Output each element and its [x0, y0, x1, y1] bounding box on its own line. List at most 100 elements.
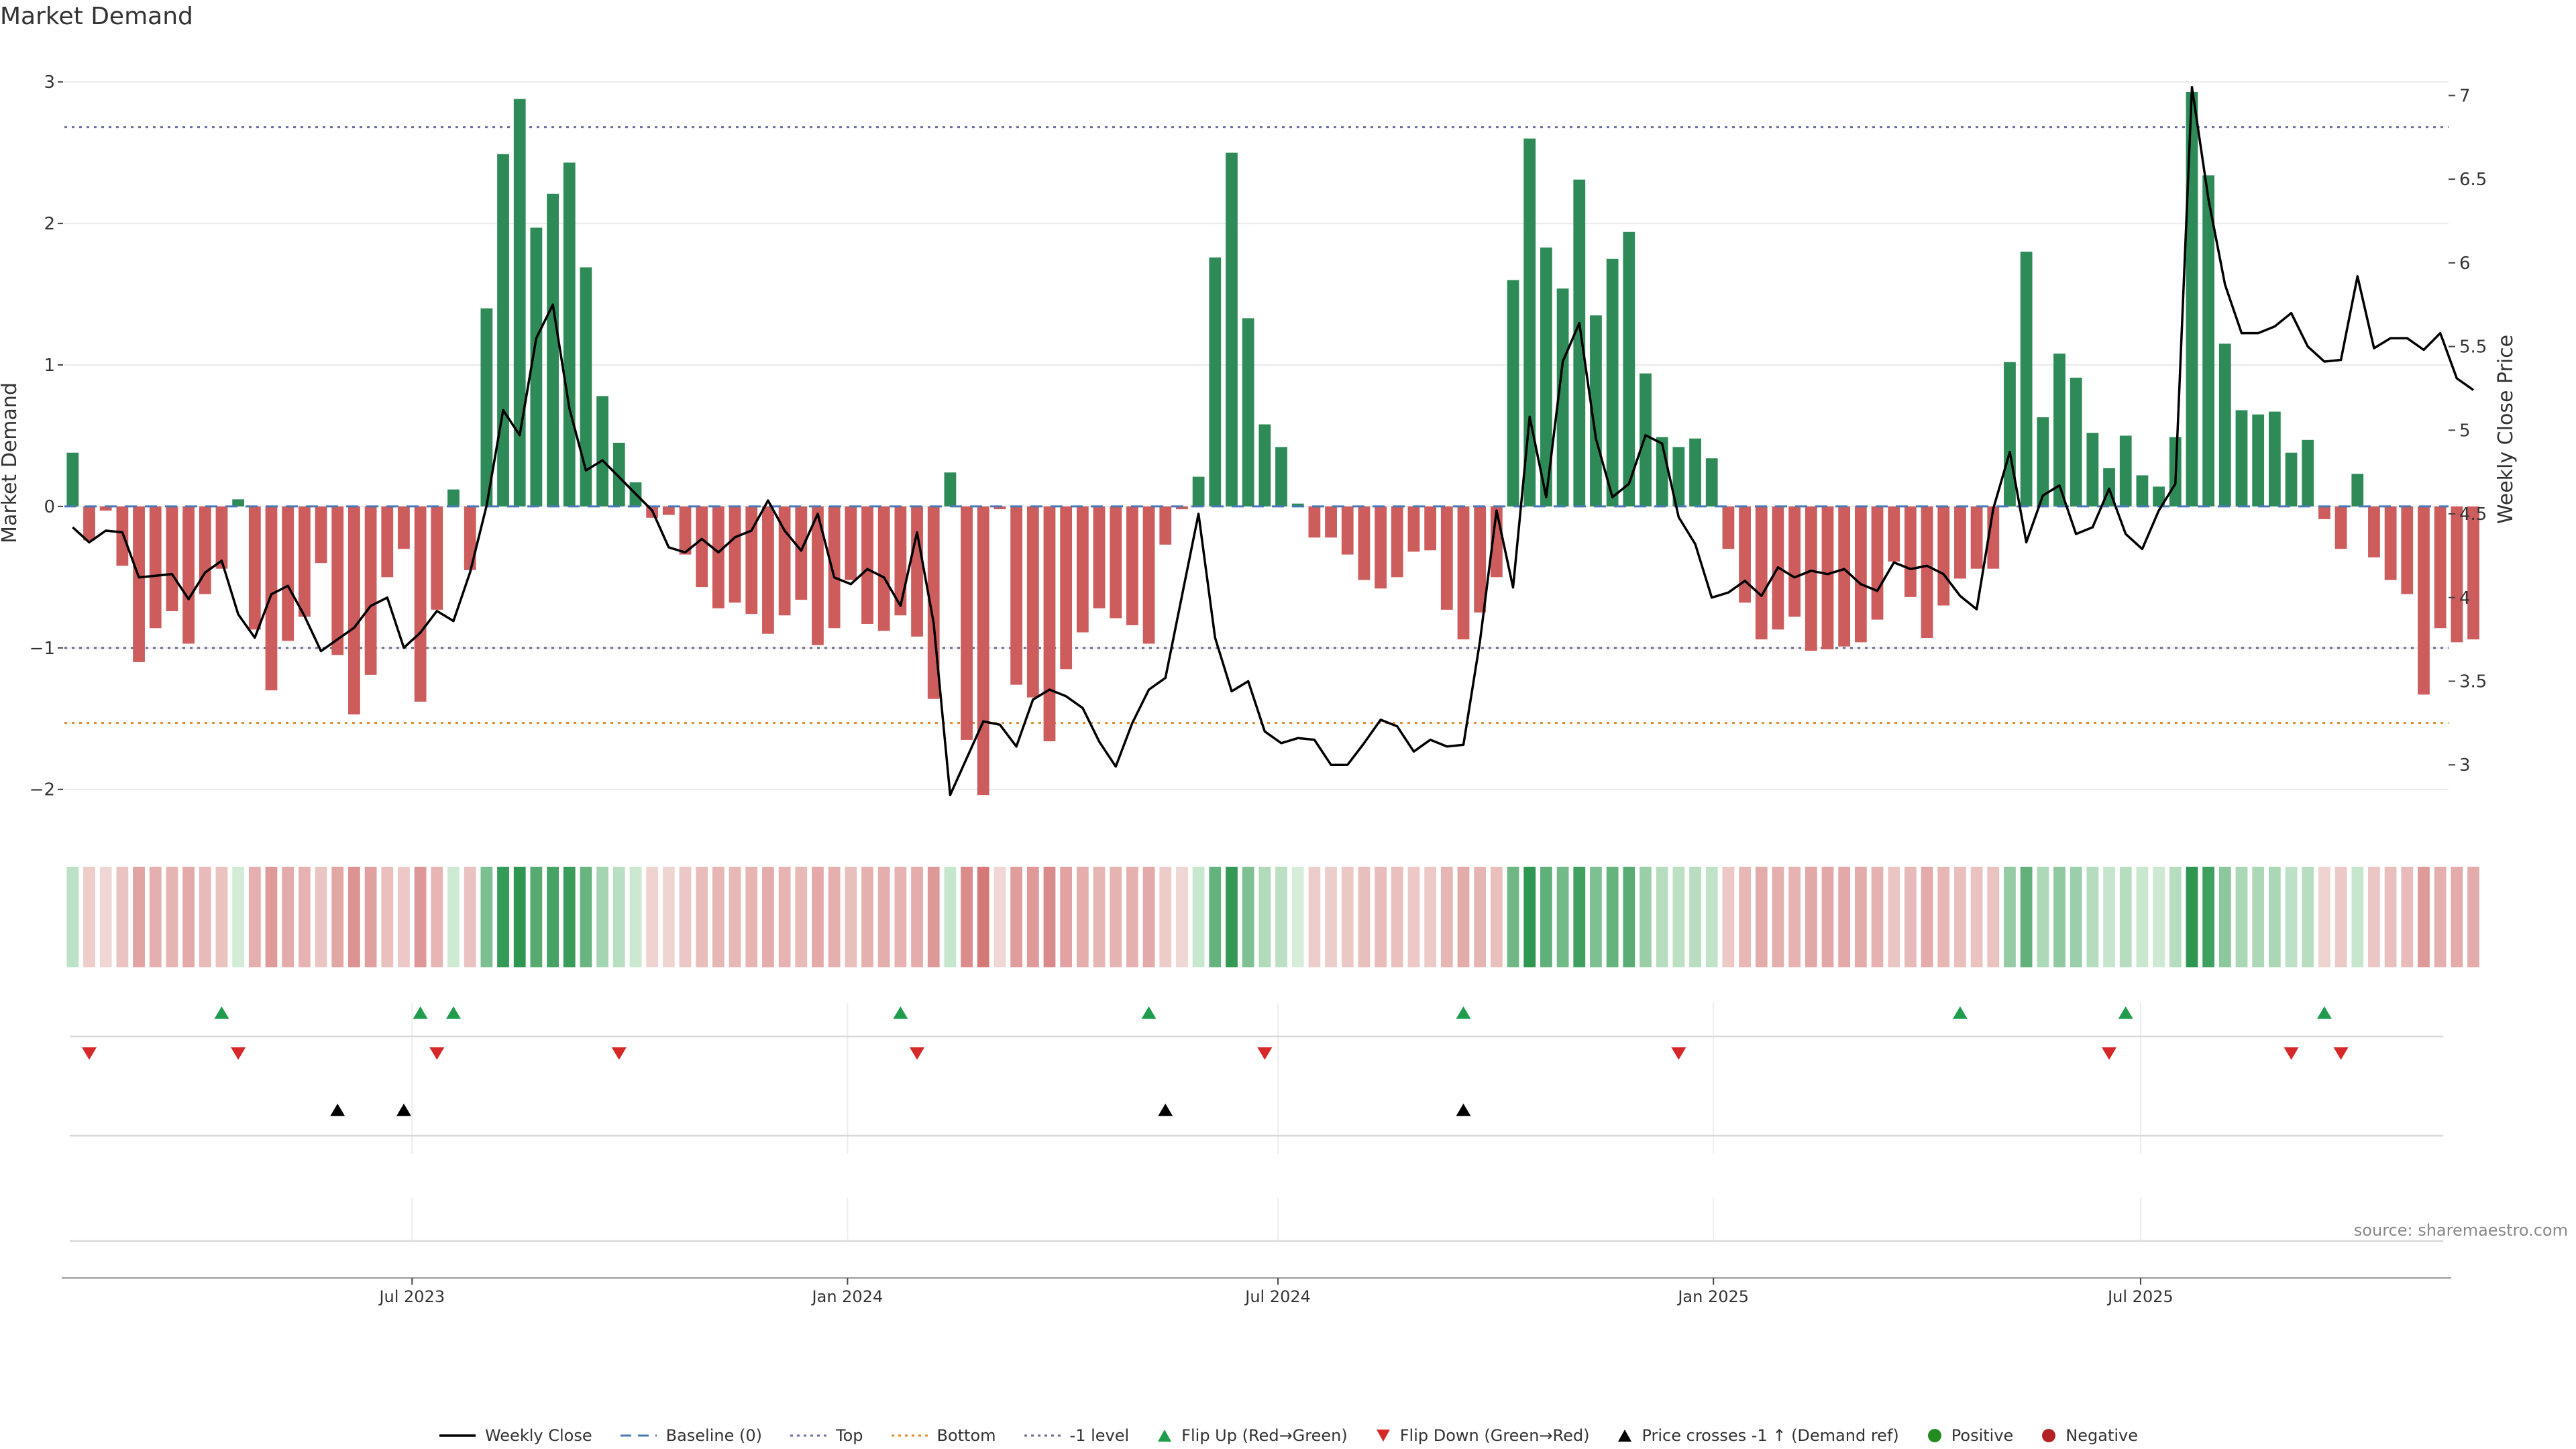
- strip-cell: [248, 867, 261, 967]
- demand-bar: [1705, 458, 1718, 506]
- strip-cell: [1904, 867, 1917, 967]
- demand-bar: [1672, 447, 1685, 506]
- strip-cell: [2384, 867, 2397, 967]
- strip-cell: [83, 867, 95, 967]
- demand-bar: [1937, 506, 1950, 606]
- demand-bar: [99, 506, 112, 511]
- strip-cell: [1623, 867, 1635, 967]
- strip-cell: [1937, 867, 1950, 967]
- strip-cell: [795, 867, 808, 967]
- strip-cell: [1308, 867, 1321, 967]
- demand-bar: [381, 506, 394, 578]
- strip-cell: [166, 867, 178, 967]
- legend-label: Positive: [1951, 1426, 2014, 1445]
- strip-cell: [265, 867, 278, 967]
- demand-bar: [1854, 506, 1867, 643]
- strip-cell: [1871, 867, 1884, 967]
- demand-bar: [2004, 362, 2016, 506]
- strip-cell: [1772, 867, 1784, 967]
- strip-cell: [2103, 867, 2115, 967]
- demand-bar: [1689, 438, 1701, 506]
- strip-cell: [2119, 867, 2132, 967]
- legend-label: Baseline (0): [665, 1426, 762, 1445]
- x-tick-label: Jan 2025: [1676, 1287, 1749, 1306]
- demand-bar: [1573, 179, 1586, 506]
- strip-cell: [1258, 867, 1271, 967]
- demand-bar: [1739, 506, 1751, 603]
- demand-bar: [911, 506, 923, 637]
- demand-bar: [712, 506, 724, 608]
- demand-bar: [199, 506, 211, 594]
- demand-bar: [2285, 452, 2298, 506]
- y-tick-label: −2: [30, 780, 55, 800]
- demand-bar: [182, 506, 195, 644]
- flip-down-marker: [1257, 1047, 1273, 1060]
- reference-lines: [64, 126, 2449, 724]
- demand-bar: [2119, 435, 2132, 506]
- demand-bar: [1242, 318, 1254, 506]
- strip-cell: [2467, 867, 2479, 967]
- legend-swatch-flip-up: [1158, 1430, 1172, 1442]
- strip-cell: [1606, 867, 1619, 967]
- y2-tick-label: 4.5: [2459, 504, 2487, 525]
- demand-bar: [2384, 506, 2397, 580]
- legend-swatch-flip-down: [1376, 1430, 1390, 1442]
- demand-bar: [679, 506, 692, 555]
- strip-cell: [927, 867, 940, 967]
- strip-cell: [1440, 867, 1453, 967]
- strip-cell: [1755, 867, 1768, 967]
- demand-bar: [1043, 506, 1056, 742]
- strip-cell: [994, 867, 1006, 967]
- strip-cell: [778, 867, 791, 967]
- strip-cell: [2169, 867, 2182, 967]
- y2-tick-label: 3: [2459, 755, 2471, 775]
- flip-up-marker: [214, 1006, 229, 1019]
- demand-bar: [1540, 247, 1552, 506]
- strip-cell: [232, 867, 245, 967]
- flip-down-marker: [1671, 1047, 1686, 1060]
- strip-cell: [149, 867, 162, 967]
- strip-cell: [2268, 867, 2281, 967]
- legend-item-bottom: Bottom: [890, 1426, 996, 1445]
- strip-cell: [2252, 867, 2265, 967]
- demand-bar: [2153, 486, 2165, 506]
- strip-cell: [1076, 867, 1089, 967]
- strip-cell: [696, 867, 708, 967]
- demand-bar: [2451, 506, 2463, 643]
- demand-bar: [348, 506, 360, 714]
- demand-bar: [149, 506, 162, 629]
- legend-swatch-bottom: [891, 1434, 928, 1437]
- demand-bar: [1722, 506, 1735, 549]
- strip-cell: [1970, 867, 1983, 967]
- strip-cell: [596, 867, 609, 967]
- strip-cell: [977, 867, 989, 967]
- strip-cell: [1391, 867, 1403, 967]
- axes: −2 −1 0 1 2 3 3 3.5 4 4.5 5 5.5 6 6.5 7 Market Demand We…: [0, 72, 2518, 800]
- strip-cell: [2351, 867, 2364, 967]
- demand-bar: [513, 99, 526, 506]
- y2-tick-label: 3.5: [2459, 672, 2487, 692]
- demand-bar: [1606, 258, 1619, 506]
- y2-tick-label: 5: [2459, 421, 2471, 441]
- demand-bar: [2368, 506, 2380, 557]
- demand-bar: [2268, 411, 2281, 506]
- strip-cell: [2302, 867, 2314, 967]
- flip-down-marker: [429, 1047, 445, 1060]
- strip-cell: [282, 867, 294, 967]
- strip-cell: [1821, 867, 1834, 967]
- demand-bar: [977, 506, 989, 796]
- legend-swatch-top: [790, 1434, 826, 1437]
- strip-cell: [2020, 867, 2033, 967]
- demand-bar: [2467, 506, 2479, 640]
- legend-item-price-cross: Price crosses -1 ↑ (Demand ref): [1616, 1426, 1899, 1445]
- flip-down-marker: [2333, 1047, 2349, 1060]
- demand-bar: [364, 506, 377, 675]
- strip-cell: [2202, 867, 2215, 967]
- legend-label: Flip Up (Red→Green): [1181, 1426, 1348, 1445]
- demand-bar: [331, 506, 344, 655]
- demand-bar: [398, 506, 410, 549]
- strip-cell: [1788, 867, 1801, 967]
- demand-heat-strip: [66, 867, 2479, 967]
- legend-swatch-weekly-close: [439, 1434, 476, 1437]
